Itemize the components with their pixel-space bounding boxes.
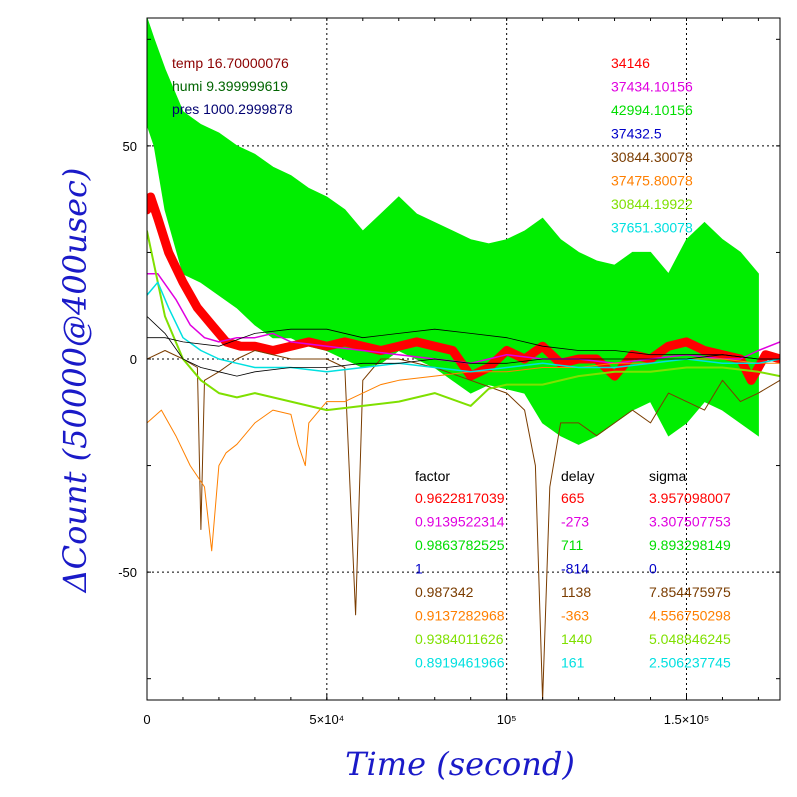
- table-header-delay: delay: [561, 468, 594, 484]
- table-cell-delay: 1440: [561, 631, 592, 647]
- x-axis-title: Time (second): [345, 745, 575, 783]
- env-label: pres 1000.2999878: [172, 101, 293, 117]
- env-labels: temp 16.70000076 humi 9.399999619 pres 100…: [172, 55, 293, 117]
- series-id-label: 37432.5: [611, 126, 662, 142]
- series-6-line: [147, 281, 780, 373]
- table-header-sigma: sigma: [649, 468, 687, 484]
- x-tick-label: 1.5×10⁵: [664, 712, 710, 727]
- table-cell-sigma: 0: [649, 561, 657, 577]
- axis-ticks: 0 5×10⁴ 10⁵ 1.5×10⁵ 50 0 -50: [118, 18, 780, 727]
- y-tick-label: -50: [118, 565, 137, 580]
- series-5-line: [147, 230, 780, 412]
- series-layer: [147, 18, 780, 700]
- table-cell-sigma: 9.893298149: [649, 537, 731, 553]
- series-id-label: 37651.30078: [611, 220, 693, 236]
- table-cell-delay: 161: [561, 655, 585, 671]
- fit-table: factor delay sigma 0.9622817039 665 3.9570980…: [415, 468, 731, 671]
- table-cell-delay: -814: [561, 561, 589, 577]
- table-cell-factor: 0.9622817039: [415, 490, 505, 506]
- table-cell-delay: -363: [561, 608, 589, 624]
- table-cell-sigma: 3.307507753: [649, 514, 731, 530]
- series-4-line: [147, 358, 780, 552]
- table-cell-factor: 0.987342: [415, 584, 474, 600]
- y-tick-label: 50: [123, 139, 137, 154]
- table-cell-sigma: 5.048846245: [649, 631, 731, 647]
- series-id-labels: 34146 37434.10156 42994.10156 37432.5 30844.…: [611, 55, 693, 236]
- series-id-label: 30844.19922: [611, 196, 693, 212]
- table-cell-factor: 0.9863782525: [415, 537, 505, 553]
- table-cell-factor: 0.9137282968: [415, 608, 505, 624]
- series-id-label: 37475.80078: [611, 173, 693, 189]
- series-2-line: [147, 273, 780, 365]
- x-tick-label: 5×10⁴: [309, 712, 344, 727]
- table-cell-sigma: 4.556750298: [649, 608, 731, 624]
- env-label: humi 9.399999619: [172, 78, 288, 94]
- table-cell-delay: -273: [561, 514, 589, 530]
- x-tick-label: 10⁵: [497, 712, 517, 727]
- env-label: temp 16.70000076: [172, 55, 289, 71]
- table-cell-sigma: 3.957098007: [649, 490, 731, 506]
- table-cell-factor: 0.8919461966: [415, 655, 505, 671]
- table-cell-sigma: 7.854475975: [649, 584, 731, 600]
- table-cell-factor: 0.9139522314: [415, 514, 505, 530]
- table-cell-delay: 665: [561, 490, 585, 506]
- table-cell-delay: 1138: [561, 584, 591, 600]
- series-3-line: [147, 350, 780, 700]
- series-id-label: 37434.10156: [611, 79, 693, 95]
- series-id-label: 30844.30078: [611, 149, 693, 165]
- table-cell-factor: 0.9384011626: [415, 631, 504, 647]
- table-cell-delay: 711: [561, 537, 584, 553]
- series-id-label: 34146: [611, 55, 650, 71]
- table-cell-sigma: 2.506237745: [649, 655, 731, 671]
- table-cell-factor: 1: [415, 561, 423, 577]
- y-axis-title: ΔCount (50000@400usec): [56, 168, 94, 595]
- series-1-line: [147, 192, 780, 385]
- series-8-line: [147, 315, 780, 377]
- table-header-factor: factor: [415, 468, 450, 484]
- series-7-line: [147, 328, 780, 360]
- x-tick-label: 0: [143, 712, 150, 727]
- series-id-label: 42994.10156: [611, 102, 693, 118]
- y-tick-label: 0: [130, 352, 137, 367]
